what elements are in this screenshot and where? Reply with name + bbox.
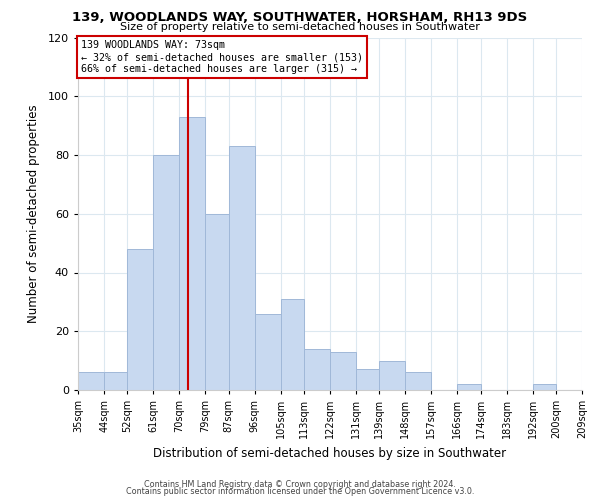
Bar (533, 384, 556, 390)
Bar (379, 360, 406, 390)
Bar (205, 214, 229, 390)
Text: Contains public sector information licensed under the Open Government Licence v3: Contains public sector information licen… (126, 488, 474, 496)
Bar (356, 370, 379, 390)
Bar (127, 249, 154, 390)
Bar (304, 349, 330, 390)
Text: 139 WOODLANDS WAY: 73sqm
← 32% of semi-detached houses are smaller (153)
66% of : 139 WOODLANDS WAY: 73sqm ← 32% of semi-d… (81, 40, 363, 74)
Bar (154, 155, 179, 390)
Text: 139, WOODLANDS WAY, SOUTHWATER, HORSHAM, RH13 9DS: 139, WOODLANDS WAY, SOUTHWATER, HORSHAM,… (73, 11, 527, 24)
Bar (179, 117, 205, 390)
Y-axis label: Number of semi-detached properties: Number of semi-detached properties (26, 104, 40, 323)
Text: Size of property relative to semi-detached houses in Southwater: Size of property relative to semi-detach… (120, 22, 480, 32)
Bar (229, 146, 254, 390)
Bar (281, 299, 304, 390)
X-axis label: Distribution of semi-detached houses by size in Southwater: Distribution of semi-detached houses by … (154, 446, 506, 460)
Bar (330, 352, 356, 390)
Bar (254, 314, 281, 390)
Bar (78, 372, 104, 390)
Bar (406, 372, 431, 390)
Bar (457, 384, 481, 390)
Text: Contains HM Land Registry data © Crown copyright and database right 2024.: Contains HM Land Registry data © Crown c… (144, 480, 456, 489)
Bar (104, 372, 127, 390)
